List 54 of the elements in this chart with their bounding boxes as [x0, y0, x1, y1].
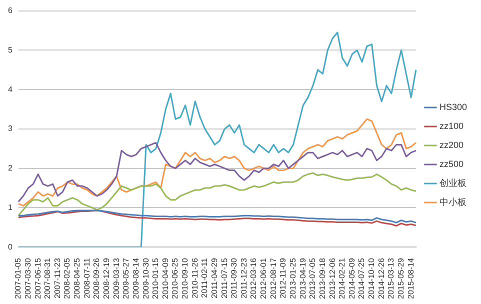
x-tick-label: 2014-10-10 — [367, 258, 376, 299]
x-tick-label: 2008-07-11 — [82, 258, 92, 298]
legend-label: HS300 — [439, 102, 468, 112]
x-tick-label: 2010-06-25 — [170, 258, 180, 299]
x-tick-label: 2015-05-29 — [396, 258, 406, 299]
x-tick-label: 2008-09-26 — [92, 258, 102, 299]
y-tick-label: 2 — [8, 164, 13, 173]
x-tick-label: 2011-04-29 — [210, 258, 219, 298]
legend-label: zz500 — [439, 158, 464, 169]
x-tick-label: 2011-02-11 — [200, 258, 210, 298]
y-tick-label: 6 — [8, 6, 13, 16]
x-tick-label: 2013-01-25 — [288, 258, 298, 299]
x-tick-label: 2010-04-09 — [160, 258, 170, 299]
x-tick-label: 2007-08-31 — [43, 258, 52, 299]
legend-label: zz200 — [439, 140, 464, 150]
x-tick-label: 2012-11-09 — [278, 258, 288, 298]
x-tick-label: 2008-04-25 — [72, 258, 82, 299]
x-tick-label: 2010-09-10 — [180, 258, 190, 299]
x-tick-label: 2012-06-01 — [259, 258, 268, 299]
y-tick-label: 1 — [8, 202, 13, 212]
x-tick-label: 2009-05-27 — [122, 258, 131, 299]
x-tick-label: 2014-05-09 — [347, 258, 356, 299]
x-tick-label: 2014-12-26 — [376, 258, 386, 299]
x-tick-label: 2007-01-05 — [14, 258, 23, 299]
x-tick-label: 2012-03-16 — [249, 258, 258, 299]
x-tick-label: 2011-09-30 — [230, 258, 239, 298]
legend-label: 中小板 — [439, 196, 466, 207]
x-tick-label: 2007-03-30 — [23, 258, 32, 299]
x-tick-label: 2009-10-30 — [141, 258, 150, 299]
y-tick-label: 3 — [8, 124, 13, 134]
x-tick-label: 2014-07-25 — [357, 258, 366, 299]
y-tick-label: 4 — [8, 84, 13, 94]
x-tick-label: 2008-12-19 — [102, 258, 111, 299]
x-tick-label: 2013-09-18 — [318, 258, 327, 299]
x-tick-label: 2009-08-14 — [131, 258, 140, 299]
x-tick-label: 2013-07-05 — [308, 258, 318, 299]
y-tick-label: 5 — [8, 45, 13, 54]
x-tick-label: 2007-06-15 — [33, 258, 42, 299]
x-tick-label: 2008-02-05 — [62, 258, 72, 299]
x-tick-label: 2014-02-21 — [338, 258, 347, 299]
x-tick-label: 2011-12-23 — [239, 258, 248, 298]
x-tick-label: 2009-03-13 — [112, 258, 121, 299]
x-tick-label: 2007-11-23 — [52, 258, 62, 298]
legend-label: zz100 — [439, 120, 464, 131]
x-tick-label: 2013-04-19 — [298, 258, 308, 299]
x-tick-label: 2013-12-06 — [328, 258, 337, 299]
x-tick-label: 2010-11-26 — [190, 258, 200, 298]
legend-label: 创业板 — [439, 178, 466, 188]
x-tick-label: 2015-03-13 — [386, 258, 396, 299]
y-tick-label: 0 — [8, 242, 13, 252]
x-tick-label: 2010-01-15 — [151, 258, 160, 299]
x-tick-label: 2011-07-15 — [220, 258, 229, 298]
x-tick-label: 2012-08-17 — [268, 258, 278, 299]
x-tick-label: 2015-08-14 — [406, 258, 416, 299]
